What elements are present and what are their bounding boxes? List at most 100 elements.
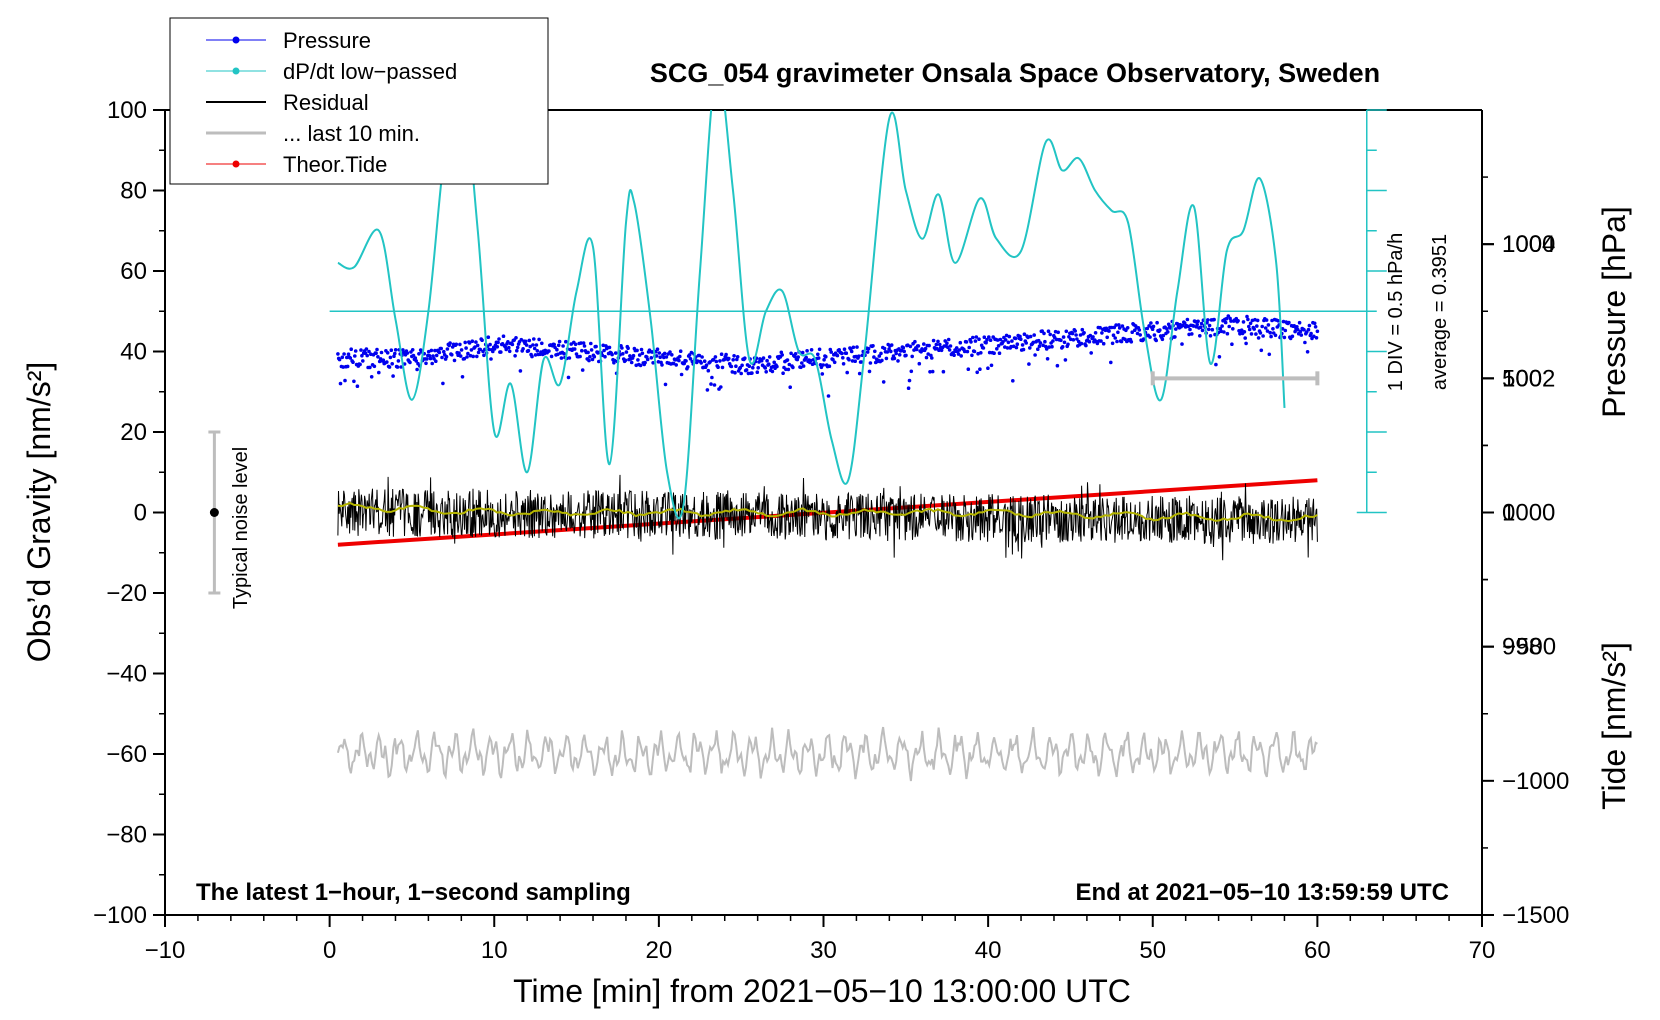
- pressure-point: [1135, 331, 1140, 336]
- last10-bar: [1150, 371, 1320, 386]
- pressure-point: [1173, 335, 1177, 339]
- y-axis-label: Obs’d Gravity [nm/s²]: [21, 362, 57, 663]
- pressure-point: [432, 356, 436, 361]
- pressure-point: [705, 388, 710, 392]
- pressure-point: [1283, 328, 1288, 333]
- pressure-point: [733, 370, 737, 375]
- pressure-point: [755, 370, 760, 375]
- pressure-point: [1290, 334, 1295, 339]
- pressure-point: [1227, 324, 1231, 329]
- tide-axis-label: Tide [nm/s²]: [1596, 642, 1632, 810]
- pressure-point: [671, 361, 676, 366]
- legend-label-tide: Theor.Tide: [283, 152, 387, 177]
- legend-marker-dpdt: [232, 67, 240, 75]
- y-tick-label: −20: [106, 580, 147, 607]
- pressure-point: [482, 353, 486, 358]
- noise-bar-label: Typical noise level: [230, 447, 252, 609]
- pressure-point: [1267, 352, 1272, 357]
- pressure-point: [885, 350, 890, 354]
- pressure-point: [1014, 345, 1019, 350]
- pressure-point: [979, 351, 983, 355]
- pressure-point: [931, 338, 936, 343]
- pressure-point: [658, 355, 662, 360]
- pressure-point: [557, 339, 562, 344]
- pressure-point: [747, 364, 752, 369]
- pressure-point: [954, 346, 959, 350]
- y-tick-label: 80: [120, 178, 147, 205]
- pressure-point: [1306, 327, 1311, 332]
- pressure-point: [986, 366, 990, 371]
- pressure-point: [1082, 331, 1086, 335]
- pressure-point: [1098, 325, 1102, 330]
- pressure-point: [613, 358, 617, 363]
- pressure-point: [365, 353, 370, 358]
- pressure-point: [506, 340, 510, 344]
- pressure-point: [688, 357, 693, 361]
- pressure-point: [962, 349, 967, 354]
- pressure-point: [475, 343, 480, 348]
- pressure-point: [930, 356, 934, 360]
- pressure-point: [590, 357, 595, 362]
- pressure-point: [816, 356, 821, 360]
- pressure-point: [727, 356, 731, 361]
- pressure-point: [1195, 322, 1199, 327]
- pressure-point: [464, 346, 468, 350]
- pressure-point: [902, 349, 906, 354]
- pressure-point: [463, 340, 468, 345]
- pressure-point: [1266, 323, 1271, 327]
- pressure-point: [469, 348, 474, 352]
- pressure-point: [853, 359, 857, 364]
- pressure-point: [581, 341, 586, 345]
- pressure-point: [879, 351, 883, 356]
- pressure-point: [1198, 325, 1203, 330]
- pressure-point: [970, 353, 974, 358]
- pressure-point: [1200, 328, 1205, 333]
- pressure-point: [847, 357, 851, 362]
- pressure-point: [1263, 326, 1268, 330]
- pressure-point: [1003, 338, 1008, 342]
- pressure-point: [385, 360, 389, 364]
- pressure-point: [417, 352, 421, 356]
- pressure-point: [922, 342, 926, 346]
- pressure-point: [1281, 319, 1286, 324]
- pressure-point: [1129, 340, 1134, 344]
- pressure-point: [995, 347, 999, 351]
- pressure-point: [907, 378, 912, 383]
- pressure-point: [982, 335, 987, 340]
- pressure-point: [751, 365, 755, 370]
- pressure-point: [1187, 332, 1191, 337]
- pressure-point: [1296, 327, 1300, 332]
- pressure-point: [775, 364, 779, 369]
- pressure-point: [1038, 341, 1043, 345]
- pressure-point: [440, 355, 444, 360]
- pressure-point: [1117, 326, 1122, 330]
- pressure-point: [1225, 331, 1230, 336]
- pressure-point: [1231, 327, 1235, 331]
- pressure-point: [337, 357, 342, 362]
- pressure-point: [835, 353, 840, 358]
- pressure-point: [638, 363, 643, 368]
- pressure-point: [1313, 325, 1318, 329]
- pressure-point: [1208, 334, 1213, 338]
- pressure-point: [1076, 339, 1081, 344]
- pressure-point: [345, 355, 349, 360]
- pressure-point: [1005, 346, 1010, 350]
- pressure-point: [855, 345, 859, 349]
- pressure-point: [1022, 332, 1027, 337]
- pressure-point: [897, 353, 902, 357]
- pressure-point: [739, 371, 743, 376]
- pressure-point: [816, 352, 820, 357]
- pressure-point: [401, 348, 405, 352]
- pressure-point: [1239, 328, 1244, 333]
- pressure-point: [348, 356, 353, 360]
- pressure-point: [1071, 338, 1076, 342]
- pressure-point: [987, 335, 991, 339]
- pressure-point: [1080, 327, 1085, 332]
- pressure-point: [1062, 340, 1067, 345]
- pressure-point: [573, 342, 578, 347]
- pressure-point: [865, 350, 870, 354]
- pressure-point: [601, 343, 605, 348]
- pressure-point: [607, 345, 612, 350]
- pressure-point: [336, 352, 340, 356]
- pressure-point: [1220, 324, 1224, 328]
